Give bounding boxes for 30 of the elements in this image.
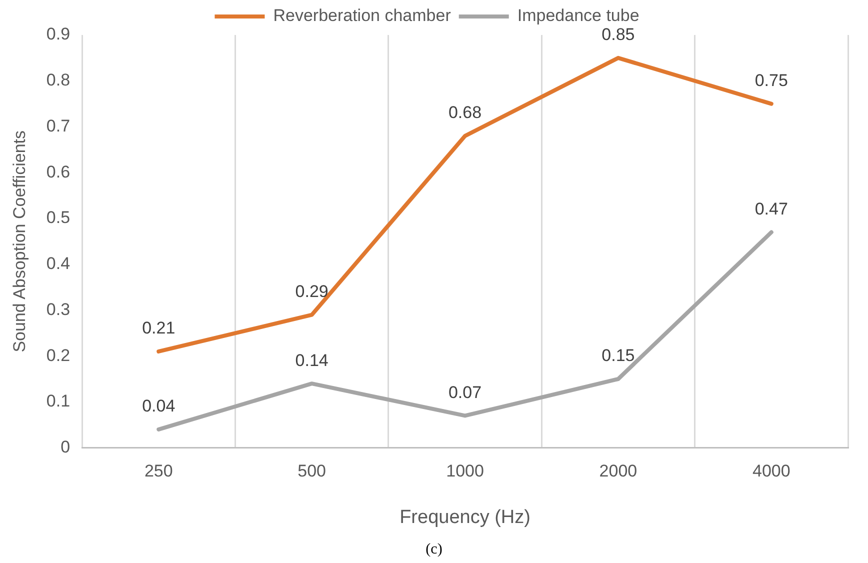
data-label: 0.85 (602, 25, 635, 44)
x-tick-label: 250 (144, 462, 173, 481)
data-label: 0.68 (448, 103, 482, 122)
data-label: 0.21 (142, 318, 176, 338)
y-tick-label: 0.9 (46, 24, 70, 44)
legend-label: Reverberation chamber (273, 6, 452, 26)
y-tick-label: 0.6 (46, 162, 70, 182)
data-label: 0.14 (295, 350, 328, 370)
y-tick-label: 0.8 (46, 70, 70, 90)
legend-label: Impedance tube (517, 6, 640, 26)
y-tick-label: 0.1 (46, 392, 70, 411)
x-tick-label: 500 (298, 462, 326, 481)
y-tick-label: 0 (60, 437, 70, 456)
x-tick-label: 1000 (446, 462, 484, 481)
data-label: 0.47 (754, 199, 788, 218)
y-tick-label: 0.5 (46, 208, 70, 228)
data-label: 0.29 (295, 282, 328, 301)
data-label: 0.04 (142, 396, 176, 416)
x-tick-label: 2000 (599, 462, 638, 481)
y-tick-label: 0.2 (46, 346, 70, 365)
y-axis-title: Sound Absoption Coefficients (10, 130, 29, 352)
x-tick-label: 4000 (752, 462, 790, 481)
data-label: 0.75 (754, 70, 788, 90)
data-label: 0.15 (602, 346, 635, 366)
y-tick-label: 0.7 (46, 116, 70, 136)
text: (c) (426, 541, 442, 558)
x-axis-title: Frequency (Hz) (400, 506, 530, 528)
y-tick-label: 0.4 (46, 254, 70, 274)
y-tick-label: 0.3 (46, 300, 70, 319)
data-label: 0.07 (448, 382, 482, 402)
